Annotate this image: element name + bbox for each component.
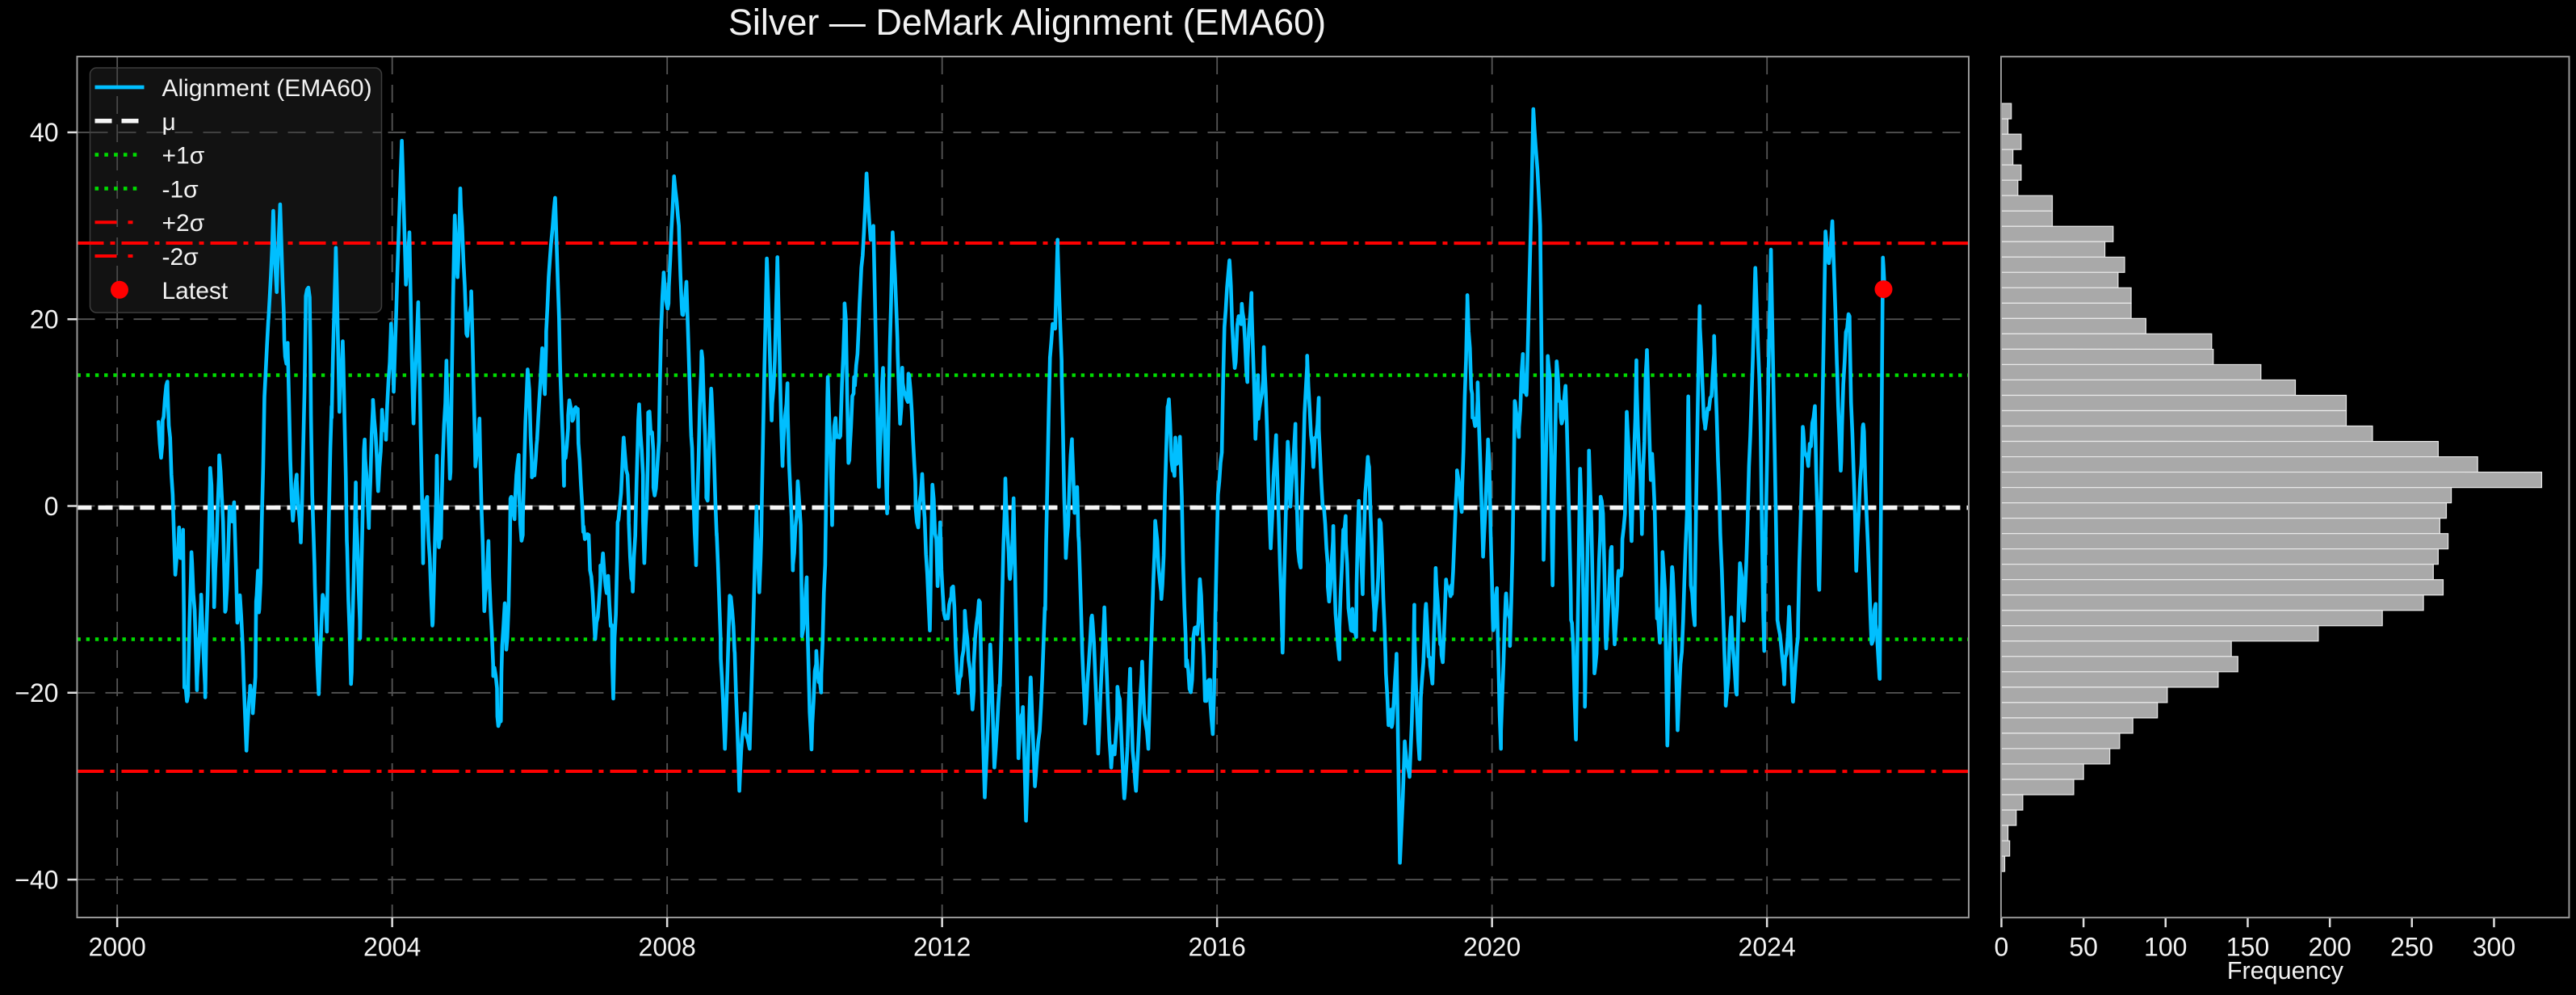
svg-text:Alignment (EMA60): Alignment (EMA60) — [162, 75, 371, 102]
svg-text:150: 150 — [2226, 933, 2269, 962]
svg-text:+1σ: +1σ — [162, 143, 204, 170]
svg-text:μ: μ — [162, 109, 175, 136]
svg-text:2012: 2012 — [913, 933, 971, 962]
svg-text:0: 0 — [44, 492, 59, 521]
svg-text:2020: 2020 — [1463, 933, 1521, 962]
svg-text:2000: 2000 — [89, 933, 146, 962]
svg-text:Frequency: Frequency — [2227, 957, 2344, 985]
svg-text:100: 100 — [2144, 933, 2187, 962]
svg-text:2004: 2004 — [363, 933, 421, 962]
svg-text:2024: 2024 — [1739, 933, 1796, 962]
svg-text:50: 50 — [2069, 933, 2098, 962]
svg-text:20: 20 — [30, 305, 59, 334]
svg-text:−40: −40 — [15, 865, 58, 894]
svg-text:Latest: Latest — [162, 278, 228, 304]
svg-text:0: 0 — [1995, 933, 2009, 962]
svg-text:300: 300 — [2473, 933, 2515, 962]
svg-text:Silver — DeMark Alignment (EMA: Silver — DeMark Alignment (EMA60) — [728, 2, 1326, 43]
svg-text:200: 200 — [2308, 933, 2351, 962]
svg-text:2008: 2008 — [639, 933, 696, 962]
svg-text:-1σ: -1σ — [162, 176, 199, 203]
svg-text:-2σ: -2σ — [162, 244, 199, 271]
svg-text:+2σ: +2σ — [162, 210, 204, 237]
svg-text:250: 250 — [2390, 933, 2433, 962]
svg-text:2016: 2016 — [1189, 933, 1246, 962]
svg-text:−20: −20 — [15, 678, 58, 707]
svg-text:40: 40 — [30, 118, 59, 147]
